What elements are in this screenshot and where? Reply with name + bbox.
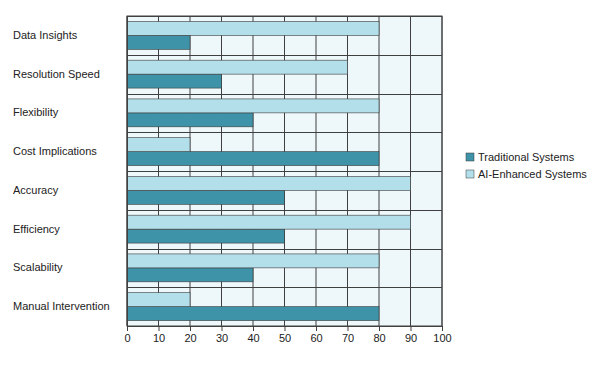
tick-label: Scalability — [13, 261, 63, 273]
bar — [127, 74, 222, 88]
tick-mark — [411, 326, 412, 331]
tick-label: Cost Implications — [13, 145, 97, 157]
bar — [127, 293, 190, 307]
legend-label: AI-Enhanced Systems — [478, 168, 587, 180]
bar — [127, 307, 379, 321]
tick: Flexibility — [13, 106, 127, 118]
tick-label: 70 — [342, 332, 354, 344]
plot-frame — [127, 16, 442, 326]
tick: 70 — [342, 326, 354, 344]
bar — [127, 176, 411, 190]
tick-mark — [127, 326, 128, 331]
tick-label: 80 — [373, 332, 385, 344]
tick-mark — [316, 326, 317, 331]
category-divider — [127, 171, 442, 172]
chart: 0 10 20 30 40 50 60 70 80 90 100 Data Insights Resol… — [0, 0, 602, 365]
tick: Efficiency — [13, 223, 127, 235]
tick-label: Flexibility — [13, 106, 59, 118]
series — [127, 21, 411, 306]
tick-label: 50 — [279, 332, 291, 344]
bar — [127, 215, 411, 229]
tick: Data Insights — [13, 29, 127, 41]
category-divider — [127, 249, 442, 250]
tick-mark — [222, 326, 223, 331]
tick: 30 — [216, 326, 228, 344]
plot: 0 10 20 30 40 50 60 70 80 90 100 Data Insights Resol… — [13, 16, 452, 344]
tick-label: 20 — [184, 332, 196, 344]
bar — [127, 254, 379, 268]
tick: Manual Intervention — [13, 300, 127, 312]
x-axis: 0 10 20 30 40 50 60 70 80 90 100 — [124, 326, 451, 344]
tick: Scalability — [13, 261, 127, 273]
bar — [127, 113, 253, 127]
tick-label: Accuracy — [13, 184, 59, 196]
legend-item: Traditional Systems — [466, 151, 575, 163]
tick-label: 10 — [153, 332, 165, 344]
category-divider — [127, 287, 442, 288]
tick-mark — [190, 326, 191, 331]
legend-item: AI-Enhanced Systems — [466, 168, 587, 180]
tick-label: Resolution Speed — [13, 68, 100, 80]
legend-label: Traditional Systems — [478, 151, 575, 163]
tick-label: 100 — [433, 332, 451, 344]
tick: 50 — [279, 326, 291, 344]
legend-swatch — [466, 170, 474, 178]
axis-line — [127, 17, 128, 327]
tick-label: 30 — [216, 332, 228, 344]
bars — [127, 21, 411, 320]
tick: 100 — [433, 326, 451, 344]
grid — [127, 16, 442, 326]
tick: 60 — [310, 326, 322, 344]
tick: 80 — [373, 326, 385, 344]
bar — [127, 35, 190, 49]
tick: 40 — [247, 326, 259, 344]
bar — [127, 60, 348, 74]
tick-mark — [379, 326, 380, 331]
category-divider — [127, 55, 442, 56]
axis-line — [128, 327, 443, 332]
tick-mark — [159, 326, 160, 331]
bar — [127, 190, 285, 204]
tick-label: Data Insights — [13, 29, 78, 41]
category-divider — [127, 132, 442, 133]
tick: 0 — [124, 326, 130, 344]
tick-label: Efficiency — [13, 223, 60, 235]
bar — [127, 21, 379, 35]
legend: Traditional Systems AI-Enhanced Systems — [466, 151, 587, 180]
category-dividers — [127, 17, 442, 327]
tick-mark — [442, 326, 443, 331]
bar — [127, 152, 379, 166]
tick: Cost Implications — [13, 145, 127, 157]
tick-label: 90 — [405, 332, 417, 344]
tick-mark — [285, 326, 286, 331]
bar — [127, 138, 190, 152]
tick: Resolution Speed — [13, 68, 127, 80]
legend-swatch — [466, 153, 474, 161]
tick-mark — [253, 326, 254, 331]
bar — [127, 268, 253, 282]
tick: 90 — [405, 326, 417, 344]
bar — [127, 99, 379, 113]
plot-background — [127, 16, 442, 326]
bar — [127, 229, 285, 243]
tick-label: 0 — [124, 332, 130, 344]
y-axis: Data Insights Resolution Speed Flexibility… — [13, 17, 128, 327]
category-divider — [127, 210, 442, 211]
tick: Accuracy — [13, 184, 127, 196]
category-divider — [127, 94, 442, 95]
tick-mark — [348, 326, 349, 331]
tick: 20 — [184, 326, 196, 344]
tick-label: 60 — [310, 332, 322, 344]
tick-label: Manual Intervention — [13, 300, 110, 312]
tick: 10 — [153, 326, 165, 344]
tick-label: 40 — [247, 332, 259, 344]
